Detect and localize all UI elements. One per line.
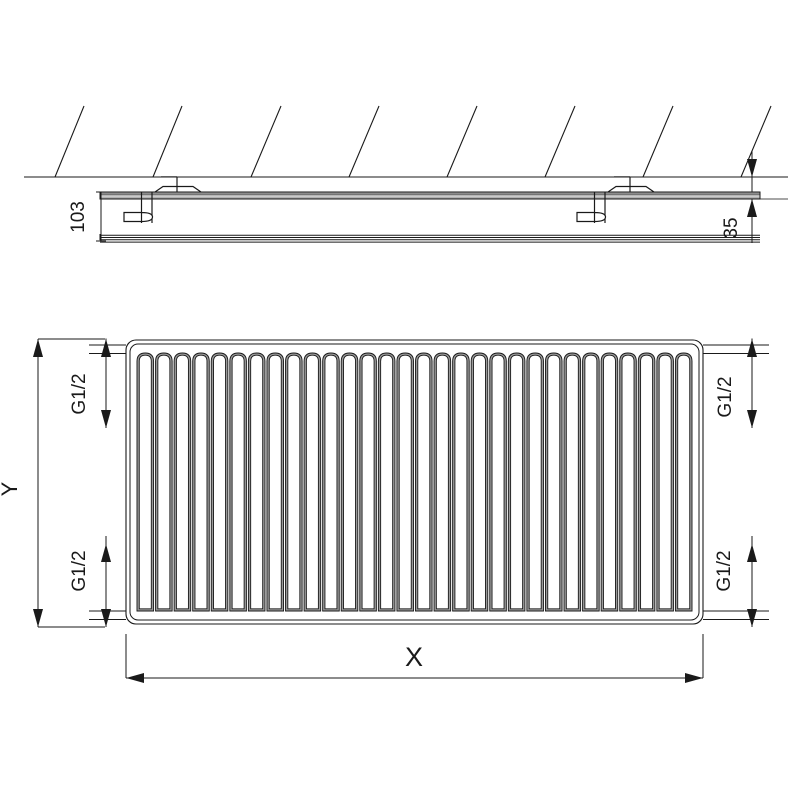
svg-text:35: 35 xyxy=(721,217,742,238)
svg-text:103: 103 xyxy=(68,201,89,233)
svg-text:G1/2: G1/2 xyxy=(69,550,90,591)
svg-text:X: X xyxy=(405,642,423,672)
svg-text:G1/2: G1/2 xyxy=(714,550,735,591)
svg-text:G1/2: G1/2 xyxy=(69,373,90,414)
svg-text:G1/2: G1/2 xyxy=(715,376,736,417)
svg-text:Y: Y xyxy=(0,481,22,496)
